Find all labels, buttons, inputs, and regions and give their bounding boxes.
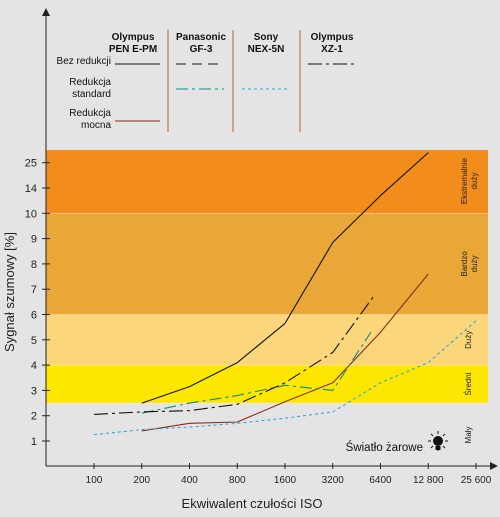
band-label-ekstremalnie-duzy: Ekstremalnieduży bbox=[460, 157, 479, 204]
band-ma-y bbox=[46, 403, 488, 466]
series-olympus-pen-e-pm-bez-redukcji bbox=[141, 152, 429, 404]
legend-row-redukcja-standard: Redukcja standard bbox=[69, 77, 111, 100]
y-tick-label: 2 bbox=[31, 411, 37, 423]
y-axis-label: Sygnał szumowy [%] bbox=[2, 232, 17, 352]
light-bulb-icon bbox=[428, 431, 448, 451]
x-tick-label: 6400 bbox=[369, 475, 392, 486]
series-olympus-xz-1-bez-redukcji bbox=[93, 296, 374, 415]
x-tick-label: 12 800 bbox=[413, 475, 444, 486]
band-bardzo-duzy bbox=[46, 213, 488, 315]
y-tick-label: 8 bbox=[31, 259, 37, 271]
band-label-ma-y: Mały bbox=[464, 427, 473, 444]
legend-camera-olympus-xz-1: Olympus XZ-1 bbox=[311, 32, 354, 55]
x-axis-label: Ekwiwalent czułości ISO bbox=[182, 496, 323, 511]
y-tick-label: 6 bbox=[31, 310, 37, 322]
band-duzy bbox=[46, 314, 488, 366]
x-axis-arrow bbox=[490, 462, 498, 470]
band-label-bardzo-duzy: Bardzoduży bbox=[460, 251, 479, 277]
y-tick-label: 1 bbox=[31, 436, 37, 448]
band-sredni bbox=[46, 365, 488, 404]
x-tick-label: 200 bbox=[133, 475, 150, 486]
x-tick-label: 1600 bbox=[274, 475, 297, 486]
band-ekstremalnie-duzy bbox=[46, 150, 488, 214]
y-tick-label: 9 bbox=[31, 234, 37, 246]
band-label-duzy: Duży bbox=[464, 331, 473, 349]
x-tick-label: 400 bbox=[181, 475, 198, 486]
y-tick-label: 10 bbox=[25, 208, 37, 220]
y-tick-label: 7 bbox=[31, 284, 37, 296]
legend-row-redukcja-mocna: Redukcja mocna bbox=[69, 108, 111, 131]
legend-row-bez-redukcji: Bez redukcji bbox=[57, 56, 111, 67]
x-tick-label: 800 bbox=[229, 475, 246, 486]
y-tick-label: 3 bbox=[31, 385, 37, 397]
y-tick-label: 25 bbox=[25, 158, 37, 170]
series-panasonic-gf-3-redukcja-standard bbox=[141, 331, 372, 414]
annotation-incandescent: Światło żarowe bbox=[346, 441, 423, 454]
series-sony-nex-5n-redukcja-standard bbox=[93, 320, 477, 436]
y-axis-arrow bbox=[42, 8, 50, 16]
band-label-sredni: Średni bbox=[464, 372, 473, 395]
x-tick-label: 25 600 bbox=[461, 475, 492, 486]
y-tick-label: 14 bbox=[25, 183, 37, 195]
x-tick-label: 100 bbox=[86, 475, 103, 486]
legend-camera-panasonic-gf-3: Panasonic GF-3 bbox=[176, 32, 226, 55]
series-olympus-pen-e-pm-redukcja-mocna bbox=[141, 273, 429, 432]
y-tick-label: 5 bbox=[31, 335, 37, 347]
y-tick-label: 4 bbox=[31, 360, 37, 372]
x-tick-label: 3200 bbox=[322, 475, 345, 486]
legend-camera-olympus-pen-e-pm: Olympus PEN E-PM bbox=[109, 32, 157, 55]
legend-camera-sony-nex-5n: Sony NEX-5N bbox=[248, 32, 285, 55]
